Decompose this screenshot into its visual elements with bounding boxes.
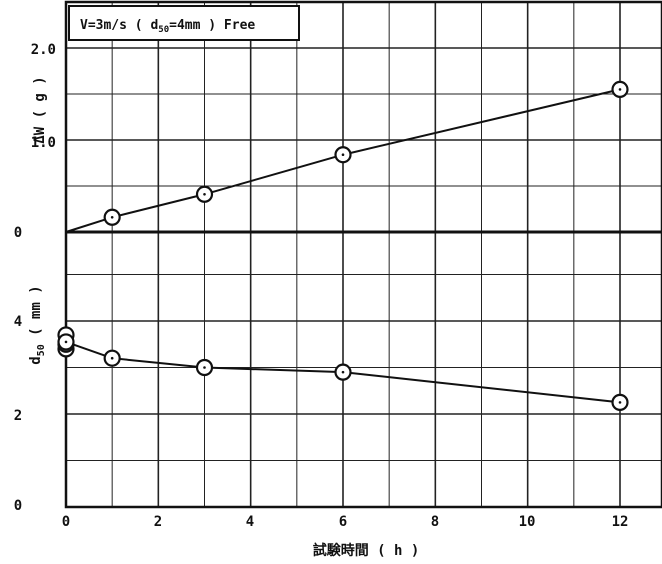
top-ytick-2: 2.0: [31, 42, 56, 58]
xtick-4: 4: [246, 514, 254, 530]
dw-point-center: [618, 88, 622, 91]
dw-point-center: [203, 192, 206, 196]
top-ytick-0: 0: [14, 225, 22, 241]
bottom-ytick-2: 2: [14, 408, 22, 424]
d50-point-center: [64, 340, 68, 344]
xtick-12: 12: [612, 514, 629, 530]
d50-point-center: [203, 366, 206, 369]
grid-lines: [65, 2, 662, 507]
d50-point-center: [618, 401, 622, 404]
xtick-10: 10: [519, 514, 536, 530]
x-axis-title: 試験時間 ( h ): [313, 542, 420, 559]
dw-point-center: [110, 215, 114, 219]
title-box: [68, 5, 300, 41]
plot-frame: [64, 0, 662, 509]
top-y-axis-title: ΔW ( g ): [32, 76, 48, 143]
dw-point-center: [341, 153, 345, 157]
xtick-2: 2: [154, 514, 162, 530]
bottom-y-axis-title: d50 ( mm ): [28, 285, 47, 365]
bottom-ytick-4: 4: [14, 314, 22, 330]
chart-title: V=3m/s ( d50=4mm ) Free: [80, 18, 255, 35]
top-ytick-1: 1.0: [31, 135, 56, 151]
bottom-ytick-0: 0: [14, 498, 22, 514]
d50-point-center: [341, 370, 345, 374]
xtick-6: 6: [339, 514, 347, 530]
xtick-0: 0: [62, 514, 70, 530]
xtick-8: 8: [431, 514, 439, 530]
d50-point-center: [110, 356, 114, 360]
series-layer: [57, 80, 629, 411]
